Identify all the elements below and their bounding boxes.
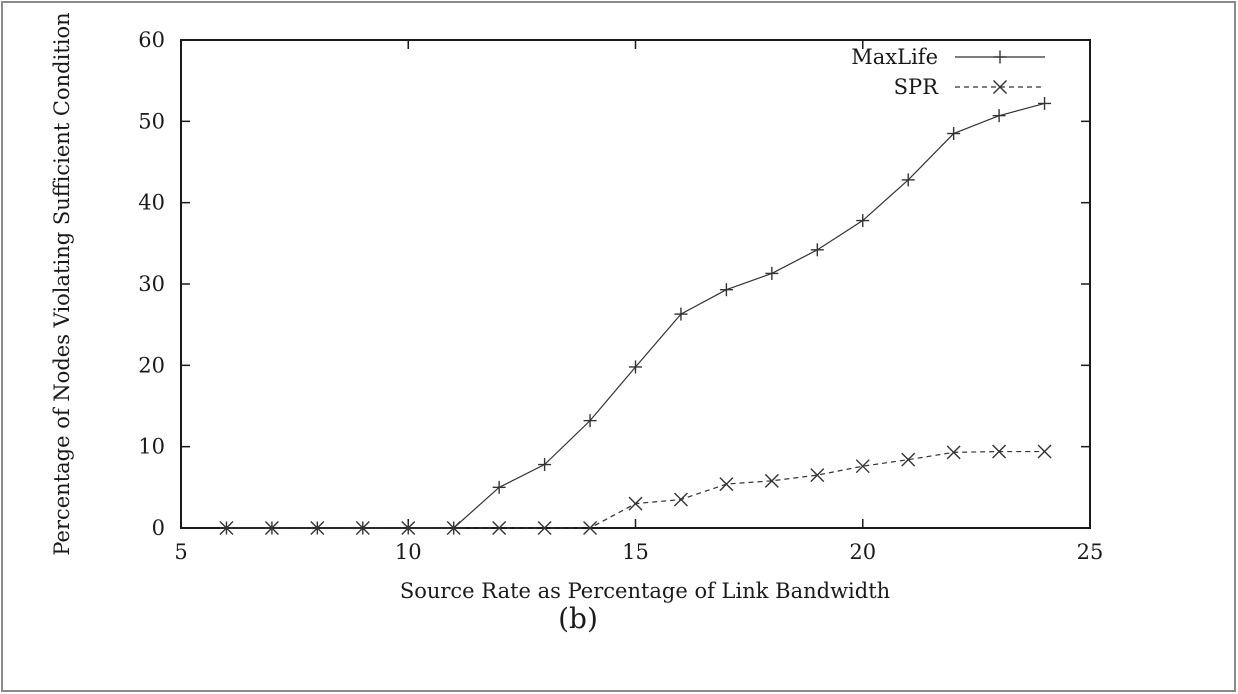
data-point-spr-d2 — [901, 452, 916, 467]
legend-label: SPR — [894, 75, 940, 99]
x-axis-label: Source Rate as Percentage of Link Bandwi… — [400, 579, 890, 603]
data-point-spr-d2 — [310, 521, 325, 535]
data-point-spr-d2 — [855, 459, 870, 474]
x-tick-label: 15 — [622, 540, 649, 564]
axis-ticks: 5 10 15 20 25 0 10 20 30 40 50 60 — [138, 28, 1103, 564]
y-tick-label: 50 — [138, 109, 165, 133]
legend-entry-maxlife: MaxLife — [851, 45, 1045, 69]
series-spr — [219, 444, 1052, 535]
data-point-spr-d2 — [264, 521, 279, 535]
legend: MaxLife SPR — [851, 45, 1045, 99]
y-tick-label: 30 — [138, 272, 165, 296]
y-tick-label: 20 — [138, 353, 165, 377]
x-tick-label: 10 — [395, 540, 422, 564]
data-point-spr-d2 — [673, 492, 688, 507]
legend-entry-spr: SPR — [894, 75, 1045, 99]
y-tick-label: 10 — [138, 435, 165, 459]
y-tick-label: 40 — [138, 191, 165, 215]
data-point-spr-d2 — [401, 521, 416, 535]
data-point-spr-d2 — [628, 496, 643, 511]
data-point-spr-d2 — [719, 477, 734, 492]
data-point-spr-d2 — [446, 521, 461, 535]
data-point-spr-d2 — [810, 468, 825, 483]
data-point-spr-d2 — [537, 521, 552, 535]
y-tick-label: 60 — [138, 28, 165, 52]
x-tick-label: 5 — [174, 540, 187, 564]
data-point-spr-d2 — [583, 521, 598, 535]
data-point-spr-d2 — [219, 521, 234, 535]
legend-marker-d2 — [993, 80, 1007, 94]
y-axis-label: Percentage of Nodes Violating Sufficient… — [50, 12, 74, 555]
data-point-spr-d2 — [1037, 444, 1052, 459]
series-lines — [219, 96, 1052, 535]
y-tick-label: 0 — [152, 516, 165, 540]
data-point-spr-d2 — [992, 444, 1007, 459]
data-point-spr-d2 — [355, 521, 370, 535]
legend-label: MaxLife — [851, 45, 938, 69]
data-point-spr-d2 — [764, 473, 779, 488]
x-tick-label: 25 — [1077, 540, 1104, 564]
data-point-spr-d2 — [946, 445, 961, 460]
data-point-spr-d2 — [492, 521, 507, 535]
figure-caption: (b) — [558, 602, 598, 635]
x-tick-label: 20 — [849, 540, 876, 564]
